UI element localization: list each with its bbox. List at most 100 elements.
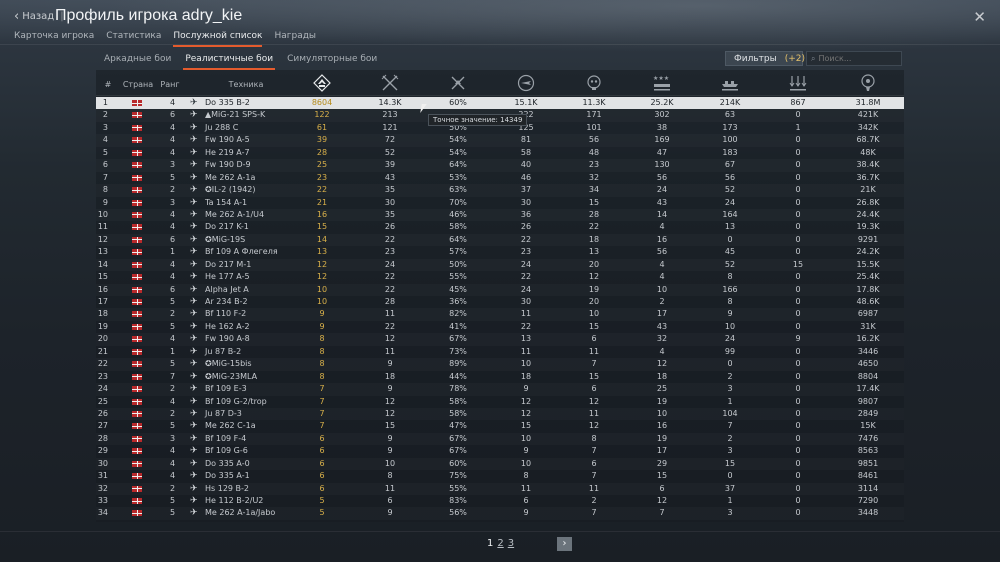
ground-kills-icon[interactable]: ★★★ [652,74,672,92]
vehicle-name: Fw 190 D-9 [205,160,251,170]
cell-value: 22 [520,234,532,244]
table-row[interactable]: 12 6 ✈ ✪MiG-19S 14 22 64% 22 18 16 0 0 9291 [96,234,904,246]
table-row[interactable]: 4 4 ✈ Fw 190 A-5 39 72 54% 81 56 169 100 0 68.7K [96,134,904,146]
row-number-text: 23 [97,371,108,381]
table-row[interactable]: 21 1 ✈ Ju 87 B-2 8 11 73% 11 11 4 99 0 3446 [96,346,904,358]
rank: 3 [170,160,176,170]
cell-value: 19 [656,396,668,406]
page-1[interactable]: 1 [487,538,494,549]
row-number-text: 10 [97,209,108,219]
cell-value: 6 [319,471,325,481]
table-row[interactable]: 19 5 ✈ He 162 A-2 9 22 41% 22 15 43 10 0 31K [96,321,904,333]
table-row[interactable]: 8 2 ✈ ✪IL-2 (1942) 22 35 63% 37 34 24 52 0 21K [96,184,904,196]
col-rank[interactable]: Ранг [160,80,180,89]
table-row[interactable]: 7 5 ✈ Me 262 A-1a 23 43 53% 46 32 56 56 0 36.7K [96,172,904,184]
table-row[interactable]: 22 5 ✈ ✪MiG-15bis 8 9 89% 10 7 12 0 0 4650 [96,358,904,370]
table-row[interactable]: 33 5 ✈ He 112 B-2/U2 5 6 83% 6 2 12 1 0 7290 [96,495,904,507]
flights-icon[interactable] [517,74,535,92]
table-row[interactable]: 23 7 ✈ ✪MiG-23MLA 8 18 44% 18 15 18 2 0 8804 [96,371,904,383]
table-row[interactable]: 11 4 ✈ Do 217 K-1 15 26 58% 26 22 4 13 0 19.3K [96,221,904,233]
win-rate-icon[interactable] [449,74,467,92]
aircraft-icon: ✈ [190,297,198,307]
table-row[interactable]: 24 2 ✈ Bf 109 E-3 7 9 78% 9 6 25 3 0 17.4K [96,383,904,395]
table-row[interactable]: 6 3 ✈ Fw 190 D-9 25 39 64% 40 23 130 67 0 38.4K [96,159,904,171]
tab-arcade[interactable]: Аркадные бои [104,54,172,64]
filters-button[interactable]: Фильтры (+2) [725,51,805,66]
cell-value: 8 [319,359,325,369]
cell-value: 11 [588,346,600,356]
page-3[interactable]: 3 [507,538,515,549]
tab-statistics[interactable]: Статистика [106,31,162,41]
country-flag-icon [132,249,142,256]
cell-value: 11 [384,309,396,319]
table-row[interactable]: 14 4 ✈ Do 217 M-1 12 24 50% 24 20 4 52 15 15.5K [96,259,904,271]
table-row[interactable]: 1 4 ✈ Do 335 B-2 8604 14.3K 60% 15.1K 11.3K 25.2K… [96,97,904,110]
next-page-button[interactable]: › [557,537,572,551]
table-row[interactable]: 31 4 ✈ Do 335 A-1 6 8 75% 8 7 15 0 0 8461 [96,470,904,482]
col-country[interactable]: Страна [122,80,154,89]
row-number-text: 13 [97,247,108,257]
cell-value: 6 [591,384,597,394]
col-vehicle[interactable]: Техника [228,80,264,89]
back-button[interactable]: ‹ Назад | [14,10,64,23]
cell-value: 22 [588,222,600,232]
respawns-icon[interactable] [313,74,331,92]
tab-simulator[interactable]: Симуляторные бои [287,54,378,64]
table-row[interactable]: 10 4 ✈ Me 262 A-1/U4 16 35 46% 36 28 14 164 0 24.4K [96,209,904,221]
table-row[interactable]: 13 1 ✈ Bf 109 A Флегеля 13 23 57% 23 13 56 45 0 24.2… [96,246,904,258]
vehicle-name: Do 335 A-0 [205,458,250,468]
targets-icon[interactable] [788,74,808,92]
table-row[interactable]: 28 3 ✈ Bf 109 F-4 6 9 67% 10 8 19 2 0 7476 [96,433,904,445]
cell-value: 50% [449,122,467,132]
cell-value: 24 [656,185,668,195]
cell-value: 0 [795,471,801,481]
score-icon[interactable] [859,74,877,92]
cell-value: 2 [659,297,665,306]
table-row[interactable]: 25 4 ✈ Bf 109 G-2/trop 7 12 58% 12 12 19 1 0 9807 [96,396,904,408]
rank: 4 [170,446,176,456]
table-row[interactable]: 17 5 ✈ Ar 234 B-2 10 28 36% 30 20 2 8 0 48.6K [96,296,904,308]
table-row[interactable]: 5 4 ✈ He 219 A-7 28 52 54% 58 48 47 183 0 48K [96,147,904,159]
rank: 6 [170,110,176,120]
table-row[interactable]: 18 2 ✈ Bf 110 F-2 9 11 82% 11 10 17 9 0 6987 [96,308,904,320]
table-row[interactable]: 3 4 ✈ Ju 288 C 61 121 50% 125 101 38 173 1 342K [96,122,904,134]
table-row[interactable]: 30 4 ✈ Do 335 A-0 6 10 60% 10 6 29 15 0 9851 [96,458,904,470]
tab-service-record[interactable]: Послужной список [173,30,263,47]
table-row[interactable]: 27 5 ✈ Me 262 C-1a 7 15 47% 15 12 16 7 0 15K [96,420,904,432]
cell-value: 17 [656,446,668,456]
cell-value: 1 [795,122,801,132]
cell-value: 67% [449,334,467,344]
search-input[interactable] [818,54,889,63]
tab-player-card[interactable]: Карточка игрока [14,31,95,41]
col-num[interactable]: # [104,80,112,89]
cell-value: 9807 [857,396,879,406]
cell-value: 54% [449,135,467,145]
table-row[interactable]: 32 2 ✈ Hs 129 B-2 6 11 55% 11 11 6 37 0 3114 [96,483,904,495]
cell-value: 28 [316,147,328,157]
country-flag-icon [132,236,142,243]
table-row[interactable]: 26 2 ✈ Ju 87 D-3 7 12 58% 12 11 10 104 0 2849 [96,408,904,420]
cell-value: 15 [520,421,532,431]
deaths-icon[interactable] [585,74,603,92]
rank: 4 [170,147,176,157]
tab-awards[interactable]: Награды [274,31,317,41]
cell-value: 4 [659,259,665,269]
cell-value: 24 [724,197,736,207]
cell-value: 867 [790,98,806,107]
naval-kills-icon[interactable] [720,74,740,92]
table-row[interactable]: 16 6 ✈ Alpha Jet A 10 22 45% 24 19 10 166 0 17.8K [96,284,904,296]
page-2[interactable]: 2 [497,538,504,549]
table-row[interactable]: 15 4 ✈ He 177 A-5 12 22 55% 22 12 4 8 0 25.4K [96,271,904,283]
table-row[interactable]: 9 3 ✈ Ta 154 A-1 21 30 70% 30 15 43 24 0 26.8K [96,197,904,209]
cell-value: 7290 [857,496,879,505]
tab-realistic[interactable]: Реалистичные бои [183,53,276,70]
rank: 4 [170,209,176,219]
table-row[interactable]: 34 5 ✈ Me 262 A-1a/Jabo 5 9 56% 9 7 7 3 0 3448 [96,507,904,519]
cell-value: 19 [588,284,600,294]
row-number-text: 15 [97,272,108,282]
table-row[interactable]: 29 4 ✈ Bf 109 G-6 6 9 67% 9 7 17 3 0 8563 [96,445,904,457]
cell-value: 0 [795,309,801,319]
close-icon[interactable]: ✕ [973,8,986,26]
table-row[interactable]: 20 4 ✈ Fw 190 A-8 8 12 67% 13 6 32 24 9 16.2K [96,333,904,345]
air-kills-icon[interactable] [381,74,399,92]
